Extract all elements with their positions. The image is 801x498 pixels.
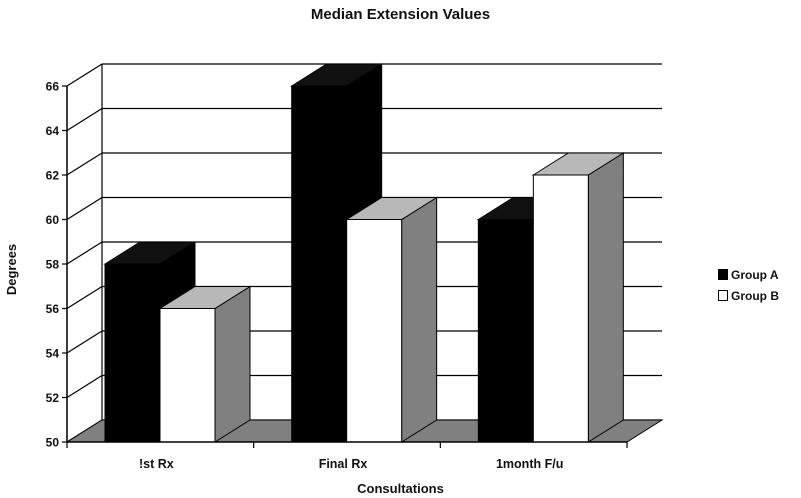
gridline-side-3 [66, 285, 103, 310]
gridline-side-7 [66, 107, 103, 132]
bar-group-a-2 [291, 85, 348, 443]
x-axis-label: Consultations [357, 481, 444, 496]
bar-group-b-3-side [587, 152, 624, 443]
legend-label-group-a: Group A [731, 267, 779, 282]
gridline-side-8 [66, 63, 103, 87]
legend-swatch-group-b [718, 290, 728, 301]
y-tick-label: 66 [46, 80, 60, 94]
bar-group-b-2-side [401, 196, 438, 443]
y-tick-label: 60 [46, 213, 60, 227]
bar-group-b-3 [532, 174, 589, 443]
chart-title: Median Extension Values [310, 6, 491, 23]
y-tick-label: 52 [46, 391, 60, 405]
y-tick-label: 56 [46, 302, 60, 316]
bar-group-a-3 [477, 219, 534, 443]
bar-group-b-2 [346, 219, 403, 443]
legend-item-group-b: Group B [718, 285, 801, 306]
bar-group-b-1 [159, 308, 216, 443]
legend: Group A Group B [718, 264, 801, 312]
y-tick-label: 62 [46, 169, 60, 183]
legend-item-group-a: Group A [718, 264, 801, 285]
gridline-side-6 [66, 152, 103, 176]
bar-group-b-1-side [214, 285, 251, 443]
gridline-side-2 [66, 330, 103, 354]
gridline-side-4 [66, 241, 103, 265]
y-tick-label: 50 [46, 436, 60, 450]
y-tick-label: 64 [46, 124, 60, 138]
legend-swatch-group-a [718, 269, 728, 280]
x-tick-label: !st Rx [139, 457, 174, 471]
y-tick-label: 58 [46, 258, 60, 272]
legend-label-group-b: Group B [731, 288, 779, 303]
gridline-side-5 [66, 196, 103, 221]
x-tick-label: 1month F/u [496, 457, 563, 471]
bar-group-a-1 [104, 263, 161, 443]
gridline-side-1 [66, 374, 103, 399]
x-tick-label: Final Rx [319, 457, 368, 471]
y-tick-label: 54 [46, 347, 60, 361]
